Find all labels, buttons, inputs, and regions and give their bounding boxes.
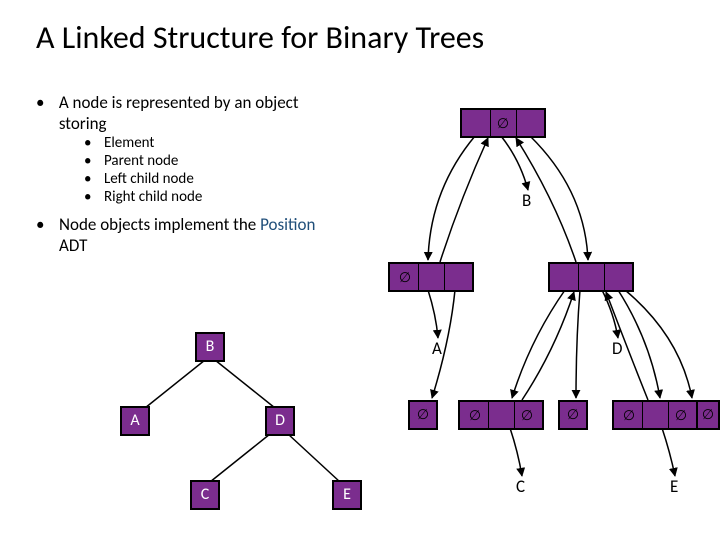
sub-1: Element: [104, 134, 154, 152]
null-box-3: ∅: [696, 400, 720, 430]
sub-4: Right child node: [104, 188, 202, 206]
null-box-1: ∅: [408, 400, 438, 430]
struct-node-a: ∅: [388, 262, 474, 292]
page-title: A Linked Structure for Binary Trees: [0, 0, 720, 57]
struct-node-e: ∅∅: [612, 400, 698, 430]
label-e: E: [670, 476, 678, 497]
struct-node-c: ∅∅: [458, 400, 544, 430]
struct-node-d: [548, 262, 634, 292]
tree-node-c: C: [190, 480, 220, 510]
label-a: A: [432, 338, 442, 359]
tree-node-a: A: [120, 406, 150, 436]
bullet-2: Node objects implement the Position ADT: [59, 214, 336, 256]
label-d: D: [612, 338, 622, 359]
tree-node-e: E: [332, 480, 362, 510]
label-b: B: [522, 190, 531, 211]
struct-node-root: ∅: [460, 108, 546, 138]
sub-2: Parent node: [104, 152, 178, 170]
label-c: C: [516, 476, 525, 497]
tree-node-b: B: [195, 332, 225, 362]
tree-node-d: D: [265, 406, 295, 436]
bullet-list: •A node is represented by an object stor…: [36, 92, 336, 256]
sub-3: Left child node: [104, 170, 194, 188]
bullet-1: A node is represented by an object stori…: [59, 92, 336, 134]
null-box-2: ∅: [558, 400, 588, 430]
